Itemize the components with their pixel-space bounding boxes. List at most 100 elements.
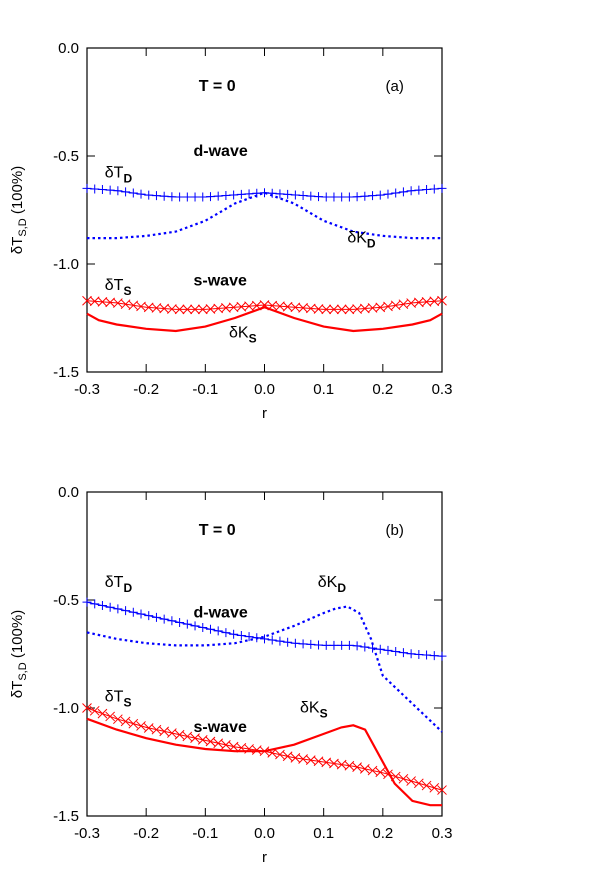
curve-label-main: δT xyxy=(105,574,124,591)
x-tick-label: -0.3 xyxy=(74,825,100,842)
cross-marker xyxy=(437,295,447,306)
cross-marker xyxy=(113,714,123,725)
plus-marker xyxy=(429,651,439,661)
plus-marker xyxy=(383,645,393,655)
cross-marker xyxy=(329,304,339,315)
plus-marker xyxy=(128,607,138,617)
panel-label: (b) xyxy=(385,522,403,539)
chart-panel-b: -0.3 -0.2 -0.1 0.0 0.1 0.2 0.3 -1.5 -1.0 -0.5 0.0 r… xyxy=(9,484,452,866)
cross-marker xyxy=(151,303,162,313)
cross-marker xyxy=(413,297,424,308)
plus-marker xyxy=(190,621,200,631)
y-axis-title-main: δT xyxy=(9,237,26,255)
plus-marker xyxy=(221,628,231,638)
plus-marker xyxy=(352,641,362,651)
curve-label: δKS xyxy=(300,699,328,720)
curve-label-main: δK xyxy=(300,699,320,716)
cross-marker xyxy=(352,304,362,314)
temperature-annotation: T = 0 xyxy=(199,78,236,95)
cross-marker xyxy=(197,304,208,315)
plus-marker xyxy=(198,623,208,633)
cross-marker xyxy=(213,738,224,749)
plus-marker xyxy=(144,611,154,621)
plus-marker xyxy=(352,192,362,202)
y-tick-label: -1.0 xyxy=(53,256,79,273)
cross-marker xyxy=(321,304,332,315)
plus-marker xyxy=(121,606,131,616)
plus-marker xyxy=(391,188,401,198)
x-tick-label: 0.3 xyxy=(432,381,453,398)
cross-marker xyxy=(398,773,409,784)
curve-label: δTS xyxy=(105,689,132,710)
plus-marker xyxy=(429,184,439,194)
cross-marker xyxy=(421,780,432,791)
x-tick-label: 0.0 xyxy=(254,381,275,398)
x-tick-label: -0.1 xyxy=(192,381,218,398)
curve-label: d-wave xyxy=(194,604,248,621)
cross-marker xyxy=(159,303,170,314)
x-tick-label: -0.3 xyxy=(74,381,100,398)
x-axis-title: r xyxy=(262,849,267,866)
cross-marker xyxy=(105,711,116,722)
x-axis-title: r xyxy=(262,405,267,422)
cross-marker xyxy=(182,731,193,742)
cross-marker xyxy=(221,303,231,313)
curve-label-sub: D xyxy=(123,581,132,595)
plus-marker xyxy=(437,651,447,661)
curve-label: s-wave xyxy=(194,273,247,290)
cross-marker xyxy=(421,296,432,307)
plus-marker xyxy=(360,642,370,652)
plus-marker xyxy=(375,190,385,200)
cross-marker xyxy=(128,718,139,729)
curve-label: d-wave xyxy=(194,143,248,160)
plus-marker xyxy=(391,647,401,657)
cross-marker xyxy=(136,301,146,312)
curve-label-sub: S xyxy=(123,696,131,710)
cross-marker xyxy=(205,304,216,314)
plus-marker xyxy=(267,635,277,645)
plus-marker xyxy=(229,190,239,200)
cross-marker xyxy=(221,740,231,750)
cross-marker xyxy=(275,301,285,312)
plus-marker xyxy=(329,640,339,650)
plus-marker xyxy=(406,186,416,196)
curve-label-sub: D xyxy=(367,236,376,250)
curve-label-main: s-wave xyxy=(194,273,247,290)
cross-marker xyxy=(367,303,378,313)
cross-marker xyxy=(359,764,370,774)
curve-label: δKD xyxy=(318,574,347,595)
plus-marker xyxy=(90,599,100,609)
cross-marker xyxy=(429,296,440,307)
plus-marker xyxy=(406,649,416,659)
cross-marker xyxy=(213,303,224,314)
x-tick-label: 0.1 xyxy=(313,381,334,398)
plus-marker xyxy=(360,191,370,201)
series-0 xyxy=(82,183,447,202)
plus-marker xyxy=(244,189,254,199)
plus-marker xyxy=(151,612,161,622)
plus-marker xyxy=(90,184,100,194)
cross-marker xyxy=(437,785,447,795)
cross-marker xyxy=(359,303,370,314)
plot-frame xyxy=(86,491,443,817)
plus-marker xyxy=(182,192,192,202)
plus-marker xyxy=(298,639,308,649)
plus-marker xyxy=(97,601,107,611)
cross-marker xyxy=(205,736,216,747)
y-axis-title-main: δT xyxy=(9,681,26,699)
plus-marker xyxy=(151,191,161,201)
cross-marker xyxy=(336,304,347,315)
x-tick-label: 0.0 xyxy=(254,825,275,842)
curve-label: s-wave xyxy=(194,719,247,736)
cross-marker xyxy=(143,723,154,733)
curve-label-main: δK xyxy=(229,324,249,341)
y-tick-label: -0.5 xyxy=(53,148,79,165)
curve-label-main: δT xyxy=(105,689,124,706)
plus-marker xyxy=(337,640,347,650)
cross-marker xyxy=(282,751,293,762)
cross-marker xyxy=(174,729,185,740)
cross-marker xyxy=(406,776,416,786)
cross-marker xyxy=(413,778,424,789)
series-line xyxy=(86,601,443,657)
plus-marker xyxy=(275,636,285,646)
